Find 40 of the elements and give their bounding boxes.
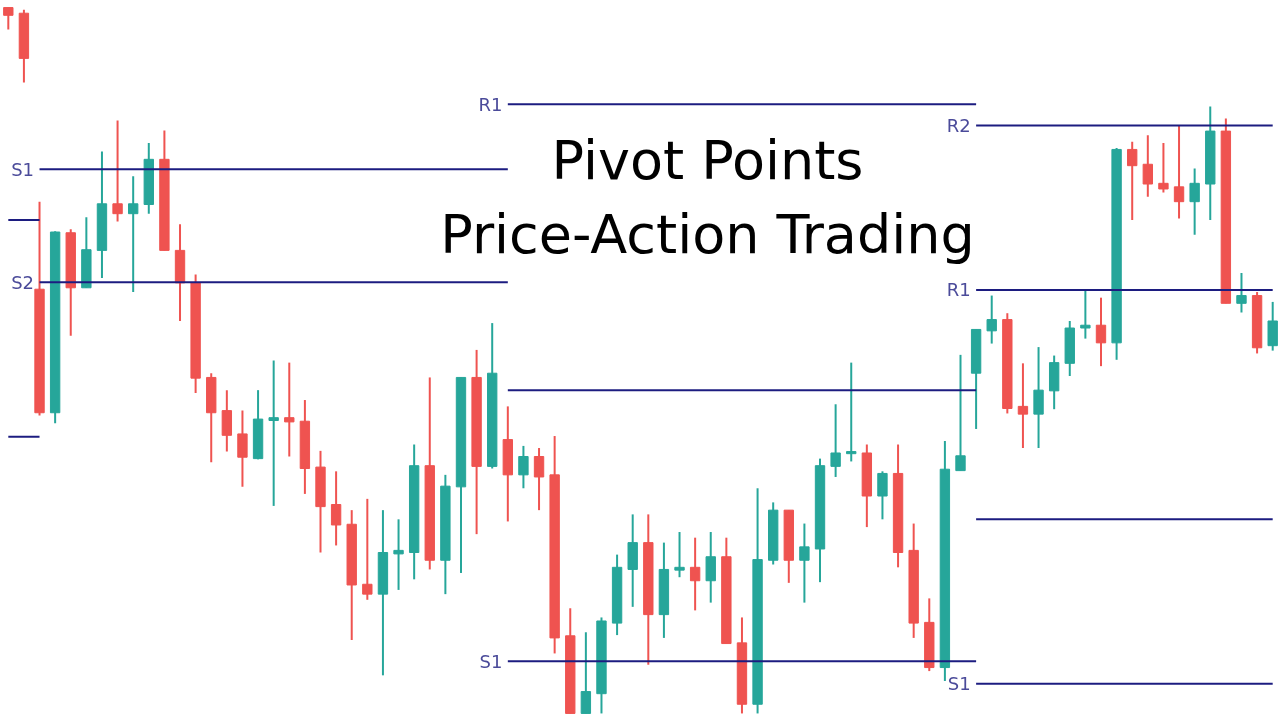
- candlestick: [955, 353, 966, 472]
- series-label: R1: [946, 279, 971, 301]
- candlestick: [112, 119, 123, 223]
- series-label: S2: [11, 271, 35, 293]
- candlestick: [1142, 134, 1153, 198]
- candlestick: [1158, 142, 1169, 194]
- candlestick: [1236, 271, 1247, 314]
- series-label: R1: [478, 93, 503, 115]
- candlestick: [393, 518, 404, 591]
- candlestick: [799, 522, 810, 604]
- candlestick: [518, 444, 529, 490]
- series-label: S1: [479, 650, 503, 672]
- candlestick: [1127, 140, 1138, 222]
- candlestick: [533, 447, 545, 512]
- series-label: S1: [11, 158, 35, 180]
- candlestick: [362, 497, 373, 601]
- text: Price-Action Trading: [440, 203, 975, 266]
- candlestick: [877, 470, 888, 521]
- candlestick: [830, 403, 841, 478]
- candlestick: [284, 361, 295, 458]
- candlestick: [580, 631, 592, 715]
- candlestick: [705, 531, 716, 604]
- candlestick: [689, 536, 701, 612]
- candlestick: [1173, 124, 1185, 220]
- candlestick: [1080, 288, 1091, 340]
- candlestick: [1017, 362, 1029, 450]
- candlestick: [330, 470, 342, 547]
- text: Pivot Points: [551, 129, 864, 192]
- candlestick: [1095, 296, 1107, 368]
- candlestick: [3, 6, 14, 31]
- candlestick: [128, 175, 139, 294]
- candlestick: [1189, 167, 1200, 236]
- candlestick: [1033, 346, 1044, 450]
- series-label: R2: [946, 114, 971, 136]
- candlestick: [846, 361, 857, 463]
- candlestick: [674, 531, 685, 579]
- candlestick: [268, 359, 279, 507]
- series-label: S1: [947, 673, 971, 695]
- candlestick: [237, 409, 248, 488]
- candlestick: [986, 294, 997, 345]
